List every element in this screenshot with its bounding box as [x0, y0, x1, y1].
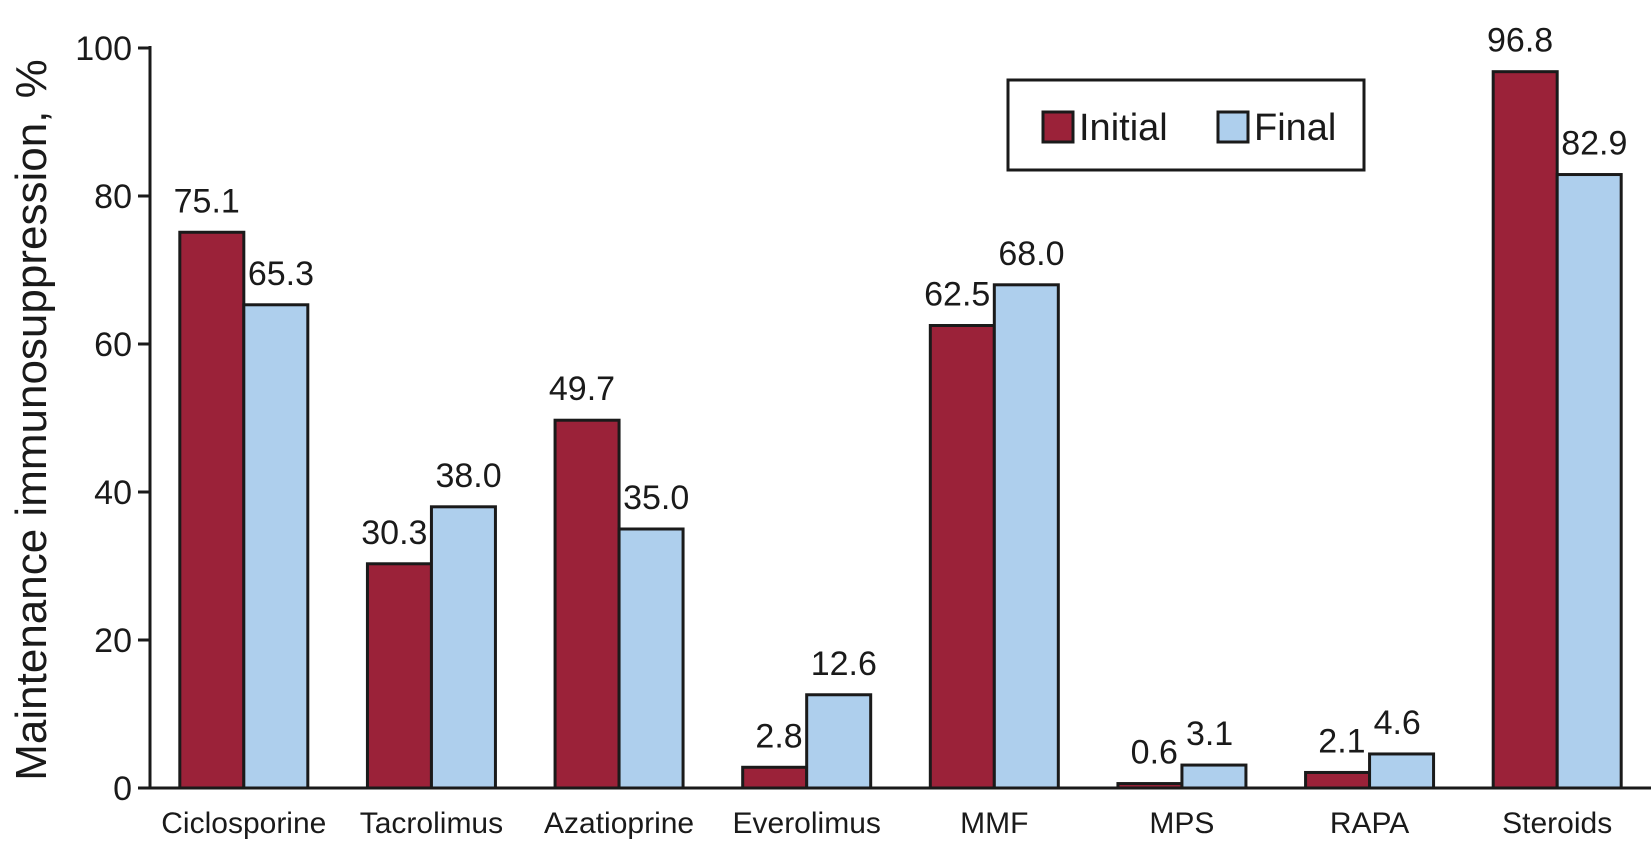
- bar-initial: [553, 418, 621, 790]
- bar-initial: [741, 765, 809, 790]
- legend-swatch-final: [1216, 110, 1250, 144]
- data-label-final: 35.0: [623, 479, 689, 517]
- bar-initial: [1491, 70, 1559, 790]
- y-axis: 0 20 40 60 80 100: [75, 30, 152, 808]
- data-label-initial: 96.8: [1487, 22, 1553, 60]
- y-tick-label: 20: [94, 622, 132, 660]
- data-label-initial: 75.1: [174, 182, 240, 220]
- y-tick-label: 0: [113, 770, 132, 808]
- data-label-final: 12.6: [811, 645, 877, 683]
- x-tick-label: Steroids: [1502, 807, 1612, 840]
- data-label-final: 82.9: [1561, 125, 1627, 163]
- bar-final: [1555, 173, 1623, 790]
- data-label-final: 65.3: [248, 255, 314, 293]
- x-tick-label: Azatioprine: [544, 807, 694, 840]
- legend-label-initial: Initial: [1079, 107, 1168, 149]
- y-axis-title: Maintenance immunosuppression, %: [7, 59, 56, 781]
- bar-final: [617, 527, 685, 790]
- bar-group: 2.1 4.6: [1304, 704, 1436, 790]
- data-label-initial: 49.7: [549, 370, 615, 408]
- bar-final: [1180, 763, 1248, 790]
- y-tick-label: 80: [94, 178, 132, 216]
- data-label-final: 4.6: [1374, 704, 1421, 742]
- bar-group: 62.568.0: [924, 235, 1065, 790]
- bar-group: 30.338.0: [361, 457, 502, 790]
- x-tick-label: MMF: [960, 807, 1028, 840]
- bar-final: [242, 303, 310, 790]
- bar-group: 75.165.3: [174, 182, 314, 790]
- bar-group: 0.6 3.1: [1116, 715, 1248, 790]
- x-tick-label: Ciclosporine: [161, 807, 326, 840]
- bar-group: 96.8 82.9: [1487, 22, 1627, 790]
- bar-final: [429, 505, 497, 790]
- bar-final: [1368, 752, 1436, 790]
- bar-final: [992, 283, 1060, 790]
- bars: 75.165.3 30.338.0 49.7 35.0 2.812.6 62.568.0 0…: [174, 22, 1627, 790]
- x-tick-label: RAPA: [1330, 807, 1409, 840]
- data-label-initial: 30.3: [361, 514, 427, 552]
- legend-label-final: Final: [1254, 107, 1336, 149]
- y-tick-label: 40: [94, 474, 132, 512]
- y-tick-label: 60: [94, 326, 132, 364]
- data-label-initial: 0.6: [1131, 734, 1178, 772]
- legend: Initial Final: [1006, 78, 1366, 172]
- x-tick-label: MPS: [1149, 807, 1214, 840]
- x-tick-label: Tacrolimus: [360, 807, 503, 840]
- bar-initial: [1304, 770, 1372, 790]
- bar-group: 2.812.6: [741, 645, 877, 790]
- x-tick-label: Everolimus: [733, 807, 881, 840]
- data-label-initial: 2.8: [755, 717, 802, 755]
- bar-initial: [365, 562, 433, 790]
- bar-initial: [928, 324, 996, 790]
- bar-final: [805, 693, 873, 790]
- bar-group: 49.7 35.0: [549, 370, 689, 790]
- bar-initial: [178, 230, 246, 790]
- data-label-final: 3.1: [1186, 715, 1233, 753]
- data-label-final: 68.0: [998, 235, 1064, 273]
- data-label-initial: 2.1: [1318, 722, 1365, 760]
- y-tick-label: 100: [75, 30, 132, 68]
- data-label-final: 38.0: [435, 457, 501, 495]
- x-axis: Ciclosporine Tacrolimus Azatioprine Everoli…: [150, 786, 1651, 840]
- bar-initial: [1116, 782, 1184, 790]
- legend-swatch-initial: [1041, 110, 1075, 144]
- data-label-initial: 62.5: [924, 276, 990, 314]
